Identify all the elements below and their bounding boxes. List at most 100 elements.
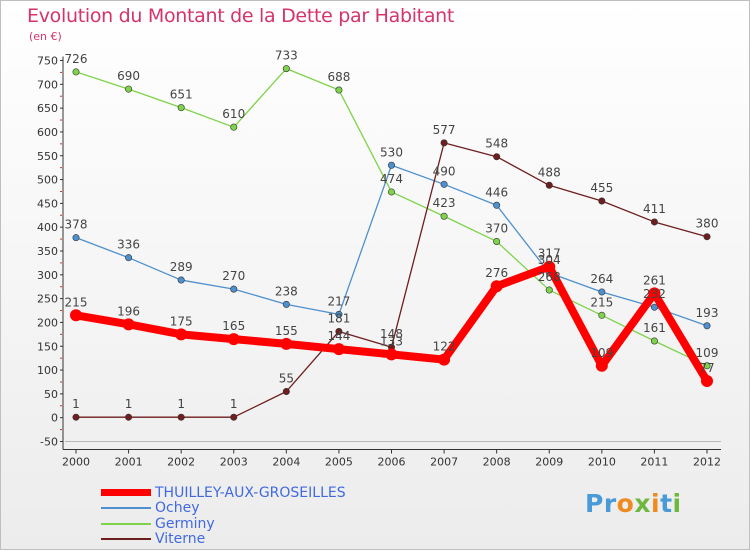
data-point-viterne (177, 413, 185, 421)
data-label: 733 (275, 49, 298, 63)
legend-label: Germiny (155, 515, 215, 532)
data-label: 261 (643, 273, 666, 287)
x-tick-label: 2005 (325, 456, 353, 469)
data-label: 577 (433, 123, 456, 137)
data-label: 264 (590, 272, 613, 286)
x-tick-label: 2007 (430, 456, 458, 469)
data-point-ochey (230, 285, 238, 293)
y-tick-label: 0 (51, 412, 58, 425)
data-point-ochey (650, 303, 658, 311)
data-label: 378 (65, 218, 88, 232)
x-tick-label: 2011 (640, 456, 668, 469)
data-label: 336 (117, 238, 140, 252)
y-tick-label: 750 (37, 55, 58, 68)
data-point-germiny (545, 286, 553, 294)
chart-legend: THUILLEY-AUX-GROSEILLES Ochey Germiny Vi… (101, 485, 346, 547)
proxiti-logo: Proxiti (585, 489, 682, 518)
data-label: 217 (327, 294, 350, 308)
data-label: 446 (485, 185, 508, 199)
chart-subtitle: (en €) (29, 30, 62, 43)
y-tick-label: 250 (37, 293, 58, 306)
data-label: 304 (538, 253, 561, 267)
data-point-viterne (230, 413, 238, 421)
data-label: 181 (327, 311, 350, 325)
data-point-ochey (125, 254, 133, 262)
data-point-thuilley-aux-groseilles (122, 318, 135, 331)
data-point-germiny (387, 188, 395, 196)
y-tick-label: 200 (37, 316, 58, 329)
data-point-thuilley-aux-groseilles (438, 353, 451, 366)
series-layer (70, 65, 713, 421)
data-point-viterne (72, 413, 80, 421)
data-label: 289 (170, 260, 193, 274)
data-point-thuilley-aux-groseilles (332, 343, 345, 356)
data-point-ochey (177, 276, 185, 284)
data-label: 380 (696, 217, 719, 231)
data-point-germiny (335, 86, 343, 94)
data-point-thuilley-aux-groseilles (175, 328, 188, 341)
y-tick-label: 450 (37, 197, 58, 210)
data-label: 548 (485, 137, 508, 151)
legend-label: Ochey (155, 500, 200, 517)
data-label: 215 (590, 295, 613, 309)
data-point-germiny (440, 212, 448, 220)
data-label: 411 (643, 202, 666, 216)
legend-item: Viterne (101, 532, 346, 548)
data-point-viterne (440, 139, 448, 147)
y-tick-label: 500 (37, 174, 58, 187)
data-point-ochey (387, 161, 395, 169)
y-tick-label: 650 (37, 102, 58, 115)
data-label: 1 (177, 397, 185, 411)
data-label: 77 (699, 361, 714, 375)
data-label: 270 (222, 269, 245, 283)
data-label: 651 (170, 88, 193, 102)
data-label: 193 (696, 306, 719, 320)
legend-item: Germiny (101, 516, 346, 532)
y-tick-label: 550 (37, 150, 58, 163)
data-point-ochey (335, 310, 343, 318)
data-point-viterne (598, 197, 606, 205)
data-label: 55 (279, 371, 294, 385)
data-point-germiny (230, 123, 238, 131)
legend-swatch-viterne (101, 538, 151, 541)
data-label: 1 (72, 397, 80, 411)
y-tick-label: -50 (40, 436, 58, 449)
y-tick-label: 400 (37, 221, 58, 234)
legend-label: Viterne (155, 531, 206, 548)
data-label: 148 (380, 327, 403, 341)
x-tick-label: 2003 (220, 456, 248, 469)
legend-item: Ochey (101, 501, 346, 517)
data-point-thuilley-aux-groseilles (227, 333, 240, 346)
data-label: 455 (590, 181, 613, 195)
x-tick-label: 2002 (167, 456, 195, 469)
legend-swatch-ochey (101, 507, 151, 510)
legend-swatch-thuilley (101, 489, 151, 497)
data-point-ochey (703, 322, 711, 330)
data-label: 238 (275, 284, 298, 298)
data-label: 175 (170, 314, 193, 328)
data-label: 161 (643, 321, 666, 335)
legend-swatch-germiny (101, 522, 151, 525)
data-point-viterne (125, 413, 133, 421)
data-point-germiny (282, 65, 290, 73)
data-label: 165 (222, 319, 245, 333)
chart-title: Evolution du Montant de la Dette par Hab… (27, 5, 455, 27)
data-label: 109 (696, 346, 719, 360)
chart-axes (60, 56, 721, 454)
y-tick-label: 600 (37, 126, 58, 139)
data-label: 1 (125, 397, 133, 411)
data-point-viterne (545, 181, 553, 189)
data-point-germiny (703, 362, 711, 370)
data-label: 268 (538, 270, 561, 284)
data-label: 122 (433, 340, 456, 354)
data-label: 530 (380, 145, 403, 159)
y-tick-label: 150 (37, 340, 58, 353)
data-point-ochey (282, 300, 290, 308)
x-tick-labels: 2000 2001 2002 2003 2004 2005 2006 2007 2008 2009… (62, 456, 721, 469)
x-tick-label: 2000 (62, 456, 90, 469)
data-label: 610 (222, 107, 245, 121)
x-tick-label: 2012 (693, 456, 721, 469)
data-point-thuilley-aux-groseilles (280, 337, 293, 350)
